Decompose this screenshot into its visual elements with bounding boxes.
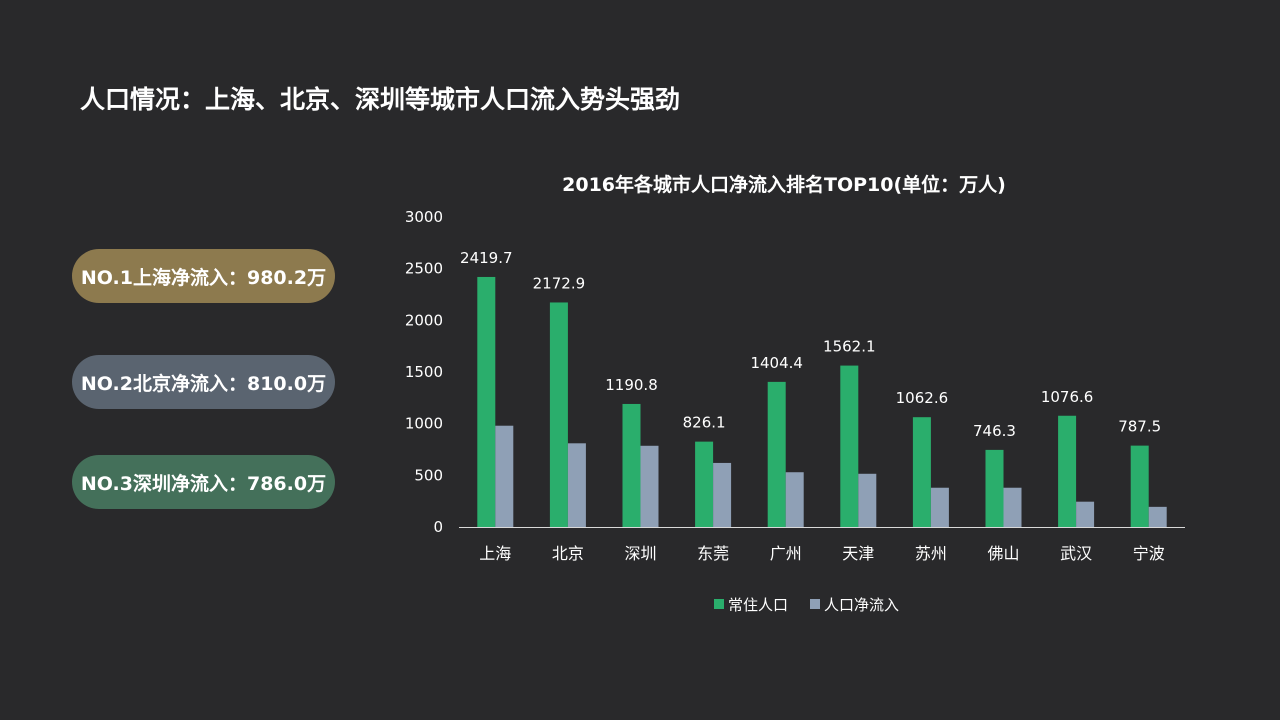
y-tick-label: 1000 <box>405 415 443 433</box>
data-label: 1190.8 <box>605 376 658 394</box>
x-tick-label: 佛山 <box>987 544 1019 563</box>
data-label: 826.1 <box>683 414 726 432</box>
x-tick-label: 宁波 <box>1133 544 1165 563</box>
data-label: 1562.1 <box>823 338 876 356</box>
y-tick-label: 1500 <box>405 363 443 381</box>
bars: 2419.7 2172.9 1190.8 826.1 1404.4 1562.1 1062.… <box>460 249 1167 527</box>
bar-resident <box>622 403 641 527</box>
bar-net-inflow <box>567 443 586 527</box>
x-tick-label: 上海 <box>479 544 511 563</box>
bar-resident <box>549 302 568 527</box>
bar-resident <box>1130 445 1149 527</box>
bar-net-inflow <box>858 473 877 527</box>
data-label: 1062.6 <box>896 389 949 407</box>
legend-swatch <box>810 599 820 609</box>
bar-resident <box>477 276 496 527</box>
bar-net-inflow <box>930 487 949 527</box>
highlight-badge-1: NO.1上海净流入：980.2万 <box>72 249 335 303</box>
y-tick-label: 500 <box>414 466 443 484</box>
bar-net-inflow <box>1076 501 1095 527</box>
bar-net-inflow <box>1003 487 1022 527</box>
bar-resident <box>985 449 1004 527</box>
x-tick-label: 东莞 <box>697 544 729 563</box>
data-label: 746.3 <box>973 422 1016 440</box>
bar-net-inflow <box>713 462 732 527</box>
bar-net-inflow <box>640 445 659 527</box>
x-tick-label: 苏州 <box>915 544 947 563</box>
legend-label: 人口净流入 <box>824 596 899 614</box>
bar-resident <box>1058 415 1077 527</box>
x-tick-label: 广州 <box>770 544 802 563</box>
data-label: 787.5 <box>1118 418 1161 436</box>
x-tick-label: 武汉 <box>1060 544 1092 563</box>
y-axis: 0 500 1000 1500 2000 2500 3000 <box>405 208 443 536</box>
x-tick-label: 深圳 <box>624 544 656 563</box>
legend-swatch <box>714 599 724 609</box>
bar-resident <box>767 381 786 527</box>
y-tick-label: 2000 <box>405 311 443 329</box>
x-tick-label: 天津 <box>842 544 874 563</box>
y-tick-label: 0 <box>433 518 443 536</box>
legend: 常住人口 人口净流入 <box>714 596 899 614</box>
data-label: 1404.4 <box>750 354 803 372</box>
chart-title: 2016年各城市人口净流入排名TOP10(单位：万人) <box>562 173 1006 196</box>
highlight-badge-3-text: NO.3深圳净流入：786.0万 <box>80 472 327 495</box>
bar-resident <box>695 441 714 527</box>
highlight-badge-3: NO.3深圳净流入：786.0万 <box>72 455 335 509</box>
bar-net-inflow <box>785 472 804 527</box>
highlight-badge-1-text: NO.1上海净流入：980.2万 <box>80 266 327 289</box>
x-tick-label: 北京 <box>552 544 584 563</box>
data-label: 1076.6 <box>1041 388 1094 406</box>
y-tick-label: 2500 <box>405 260 443 278</box>
highlight-badge-2-text: NO.2北京净流入：810.0万 <box>80 372 327 395</box>
legend-label: 常住人口 <box>728 596 788 614</box>
bar-net-inflow <box>1148 506 1167 527</box>
highlight-badge-2: NO.2北京净流入：810.0万 <box>72 355 335 409</box>
bar-resident <box>840 365 859 527</box>
x-axis: 上海 北京 深圳 东莞 广州 天津 苏州 佛山 武汉 宁波 <box>459 527 1185 563</box>
bar-net-inflow <box>495 425 514 527</box>
data-label: 2419.7 <box>460 249 513 267</box>
bar-resident <box>912 417 931 527</box>
page-title: 人口情况：上海、北京、深圳等城市人口流入势头强劲 <box>80 85 681 114</box>
y-tick-label: 3000 <box>405 208 443 226</box>
data-label: 2172.9 <box>533 274 586 292</box>
